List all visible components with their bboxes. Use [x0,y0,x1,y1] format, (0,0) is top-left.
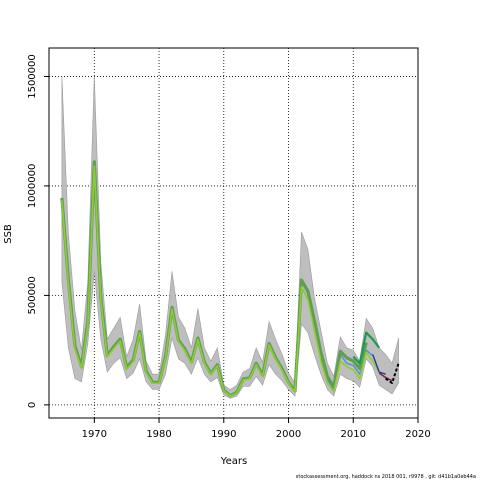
y-tick-label: 1000000 [27,164,38,209]
x-tick-label: 2000 [276,429,301,440]
x-tick-label: 1980 [146,429,171,440]
y-tick-label: 500000 [27,276,38,314]
x-tick-label: 1990 [211,429,236,440]
series-line-7 [385,362,400,384]
series-line-4 [352,331,381,365]
x-axis-label: Years [220,456,247,467]
x-tick-label: 2020 [405,429,430,440]
series-line-3 [61,165,380,397]
series-line-6 [378,372,393,382]
x-axis: 1970 1980 1990 2000 2010 2020 [82,418,431,440]
y-axis: 0 500000 1000000 1500000 [27,54,49,408]
x-tick-label: 1970 [82,429,107,440]
y-tick-label: 1500000 [27,54,38,99]
series-line-5 [372,354,386,375]
series-lines [60,160,400,398]
plot-frame [48,47,419,419]
y-axis-label: SSB [3,224,14,244]
y-tick-label: 0 [27,402,38,408]
footer-note: stockassessment.org, haddock ns 2018 001… [296,474,476,480]
x-tick-label: 2010 [341,429,366,440]
